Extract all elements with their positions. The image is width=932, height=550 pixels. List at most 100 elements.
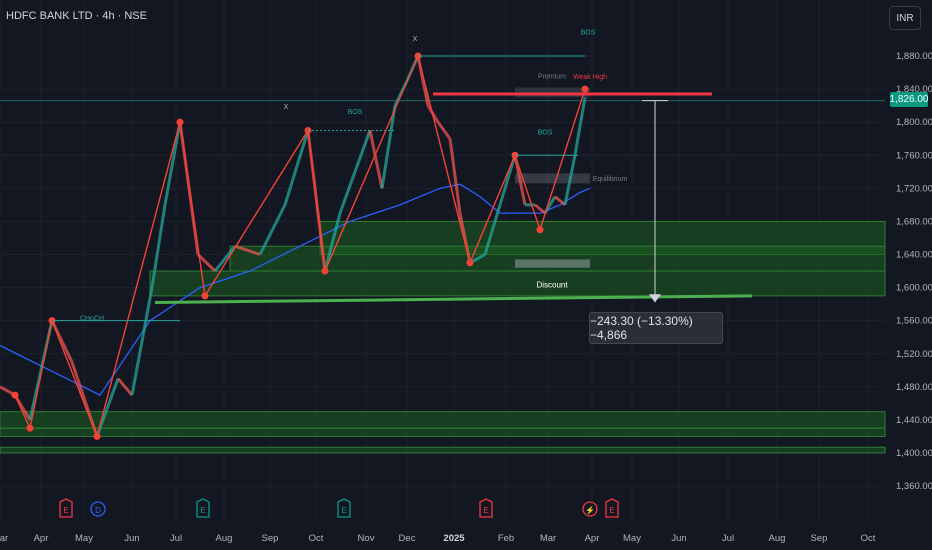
price-segment	[323, 212, 342, 272]
y-tick-label: 1,400.00	[896, 448, 932, 459]
annotation-label: CHoCH	[80, 316, 104, 323]
y-tick-label: 1,560.00	[896, 316, 932, 327]
pivot-point	[201, 292, 209, 300]
annotation-label: X	[413, 36, 418, 43]
measure-arrowhead	[649, 294, 661, 303]
price-segment	[163, 121, 182, 206]
discount-zone	[515, 259, 590, 268]
price-segment	[338, 171, 357, 214]
event-marker-glyph: E	[200, 506, 205, 515]
pivot-point	[321, 267, 329, 275]
demand-zone	[229, 245, 886, 272]
price-segment	[498, 154, 517, 206]
price-segment	[196, 253, 217, 273]
x-tick-label: Apr	[585, 533, 600, 544]
x-tick-label: Aug	[769, 533, 786, 544]
x-tick-label: Jun	[124, 533, 139, 544]
event-marker-glyph: E	[483, 506, 488, 515]
y-tick-label: 1,480.00	[896, 382, 932, 393]
x-tick-label: Apr	[34, 533, 49, 544]
y-tick-label: 1,600.00	[896, 283, 932, 294]
pivot-point	[93, 432, 101, 440]
event-marker-icon	[90, 501, 106, 517]
event-marker[interactable]: E	[479, 498, 493, 518]
annotation-label: Equilibrium	[593, 176, 628, 183]
currency-button[interactable]: INR	[889, 6, 921, 30]
y-tick-label: 1,720.00	[896, 183, 932, 194]
event-marker-icon	[196, 498, 210, 518]
pivot-point	[26, 424, 34, 432]
symbol-title: HDFC BANK LTD · 4h · NSE	[6, 10, 147, 22]
y-tick-label: 1,360.00	[896, 481, 932, 492]
annotation-label: Discount	[536, 281, 568, 290]
demand-zone	[0, 411, 886, 429]
price-segment	[483, 204, 502, 255]
annotation-label: BOS	[581, 29, 596, 36]
x-tick-label: Mar	[0, 533, 8, 544]
x-tick-label: Sep	[262, 533, 279, 544]
pivot-point	[536, 226, 544, 234]
annotation-label: BOS	[348, 109, 363, 116]
y-tick-label: 1,680.00	[896, 216, 932, 227]
event-marker[interactable]: D	[90, 501, 106, 517]
event-marker-glyph: ⚡	[585, 505, 595, 515]
price-segment	[258, 204, 287, 256]
y-tick-label: 1,800.00	[896, 117, 932, 128]
event-marker[interactable]: E	[59, 498, 73, 518]
price-segment	[380, 105, 397, 189]
demand-zone	[0, 446, 886, 454]
price-segment	[130, 287, 154, 396]
x-tick-label: Jul	[170, 533, 182, 544]
x-tick-label: Mar	[540, 533, 556, 544]
price-segment	[150, 204, 167, 288]
x-tick-label: May	[623, 533, 641, 544]
annotation-label: BOS	[538, 130, 553, 137]
y-tick-label: 1,880.00	[896, 51, 932, 62]
x-tick-label: Jun	[671, 533, 686, 544]
annotation-label: Weak High	[573, 74, 607, 81]
x-tick-label: Feb	[498, 533, 514, 544]
price-segment	[353, 129, 372, 173]
event-marker-icon	[479, 498, 493, 518]
x-tick-label: Sep	[811, 533, 828, 544]
pivot-point	[11, 391, 19, 399]
price-segment	[448, 138, 462, 214]
pivot-point	[581, 85, 589, 93]
event-marker-icon	[582, 501, 598, 517]
event-marker[interactable]: E	[605, 498, 619, 518]
event-marker-glyph: E	[63, 506, 68, 515]
event-marker[interactable]: ⚡	[582, 501, 598, 517]
annotation-label: Premium	[538, 73, 566, 80]
last-price-tag: 1,826.00	[889, 92, 929, 107]
price-segment	[573, 97, 587, 156]
price-segment	[368, 130, 384, 189]
price-segment	[534, 203, 546, 215]
annotation-label: X	[284, 104, 289, 111]
x-tick-label: 2025	[443, 533, 465, 544]
price-segment	[213, 245, 237, 272]
x-tick-label: Oct	[309, 533, 324, 544]
demand-zone	[0, 427, 886, 437]
event-marker[interactable]: E	[337, 498, 351, 518]
pivot-point	[466, 259, 474, 267]
event-marker[interactable]: E	[196, 498, 210, 518]
premium-zone	[515, 87, 590, 98]
event-marker-icon	[59, 498, 73, 518]
price-segment	[436, 121, 452, 140]
x-tick-label: May	[75, 533, 93, 544]
y-tick-label: 1,640.00	[896, 250, 932, 261]
y-tick-label: 1,520.00	[896, 349, 932, 360]
price-segment	[513, 154, 527, 206]
x-tick-label: Aug	[216, 533, 233, 544]
price-segment	[95, 378, 120, 437]
pivot-point	[176, 118, 184, 126]
x-tick-label: Nov	[358, 533, 375, 544]
price-segment	[554, 195, 566, 207]
y-tick-label: 1,840.00	[896, 84, 932, 95]
price-segment	[234, 244, 261, 256]
x-tick-label: Dec	[399, 533, 416, 544]
measure-label: −243.30 (−13.30%) −4,866	[589, 312, 723, 344]
price-segment	[116, 377, 134, 397]
event-marker-icon	[605, 498, 619, 518]
